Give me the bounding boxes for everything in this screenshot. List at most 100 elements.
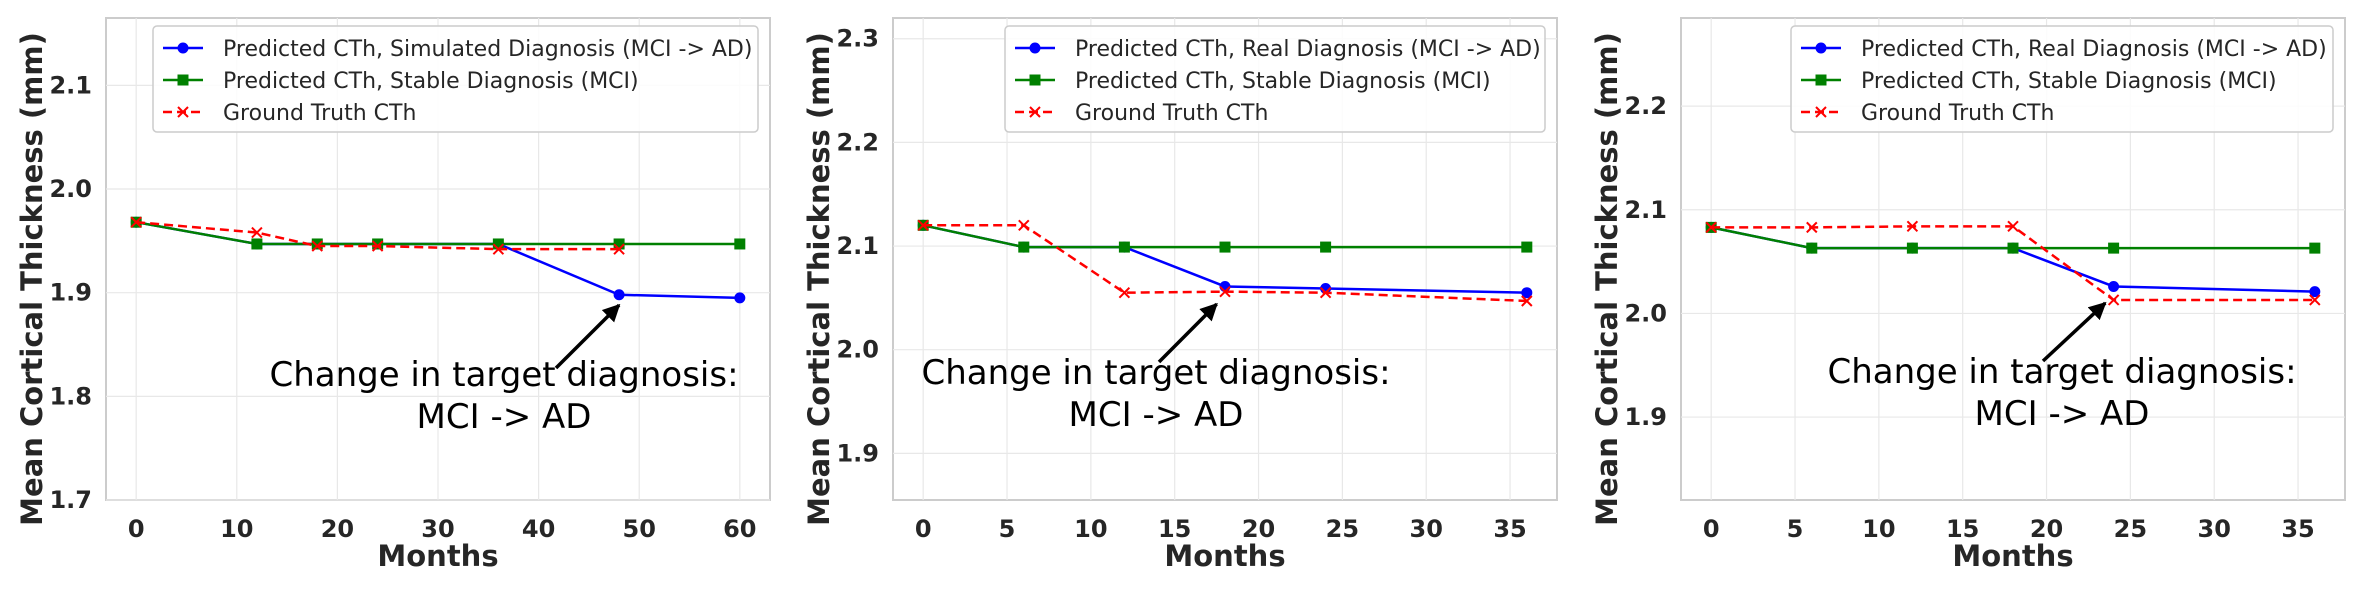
legend-label-predicted-stable: Predicted CTh, Stable Diagnosis (MCI)	[223, 69, 639, 94]
legend-frame	[152, 25, 759, 133]
chart-panel-2: 0 5 10 15 20 25 30 35 1.9 2.0 2.1 2.2 2.3 Months Mean …	[802, 17, 1558, 573]
ground-truth-point	[1521, 295, 1533, 307]
y-tick-label: 1.9	[1624, 403, 1667, 431]
legend-label-predicted-stable: Predicted CTh, Stable Diagnosis (MCI)	[1075, 69, 1491, 94]
predicted-stable-point	[492, 238, 504, 250]
legend-label-predicted-stable: Predicted CTh, Stable Diagnosis (MCI)	[1861, 69, 2277, 94]
y-tick-label: 2.2	[1624, 92, 1667, 120]
x-tick-label: 30	[2198, 515, 2231, 543]
x-axis-label: Months	[1164, 539, 1285, 573]
x-axis-label: Months	[1952, 539, 2073, 573]
ground-truth-point	[130, 216, 142, 228]
annotation-line1: Change in target diagnosis:	[1827, 352, 2296, 392]
x-tick-label: 60	[723, 515, 756, 543]
ground-truth-point	[1906, 220, 1919, 233]
y-axis-label: Mean Cortical Thickness (mm)	[1590, 32, 1624, 526]
series-ground-truth	[1705, 220, 2321, 306]
predicted-diagnosis-point	[1521, 287, 1533, 299]
y-tick-label: 2.0	[49, 175, 92, 203]
x-tick-label: 15	[1946, 515, 1979, 543]
x-tick-label: 5	[1787, 515, 1804, 543]
legend-frame	[1004, 25, 1546, 133]
y-axis-label: Mean Cortical Thickness (mm)	[15, 32, 49, 526]
legend: Predicted CTh, Real Diagnosis (MCI -> AD…	[1004, 25, 1546, 133]
x-tick-label: 35	[2281, 515, 2314, 543]
predicted-stable-point	[1320, 241, 1332, 253]
legend-frame	[1790, 25, 2334, 133]
annotation: Change in target diagnosis:MCI -> AD	[269, 303, 739, 437]
legend: Predicted CTh, Real Diagnosis (MCI -> AD…	[1790, 25, 2334, 133]
x-tick-label: 40	[522, 515, 555, 543]
predicted-stable-point	[2108, 242, 2120, 254]
y-tick-label: 2.1	[49, 71, 92, 99]
predicted-diagnosis-point	[1219, 280, 1231, 292]
y-tick-label: 2.0	[836, 336, 879, 364]
legend-predicted-stable-point	[177, 74, 189, 86]
ground-truth-point	[1806, 221, 1818, 234]
legend-predicted-diagnosis-point	[1029, 42, 1041, 54]
ground-truth-point	[1219, 285, 1231, 298]
legend-predicted-diagnosis-point	[177, 42, 189, 54]
chart-panel-3: 0 5 10 15 20 25 30 35 1.9 2.0 2.1 2.2 Months Mean Cor…	[1590, 17, 2346, 573]
predicted-stable-point	[311, 238, 323, 250]
legend-predicted-diagnosis-point	[1815, 42, 1827, 54]
y-tick-label: 1.9	[836, 439, 879, 467]
y-tick-label: 2.3	[836, 25, 879, 53]
ground-truth-point	[1705, 221, 1717, 234]
x-tick-label: 20	[2030, 515, 2063, 543]
predicted-stable-line	[922, 224, 1527, 249]
annotation-line2: MCI -> AD	[417, 397, 592, 437]
series-ground-truth	[917, 219, 1533, 307]
ground-truth-point	[251, 226, 263, 239]
x-tick-label: 20	[321, 515, 354, 543]
chart-panel-1: 0 10 20 30 40 50 60 1.7 1.8 1.9 2.0 2.1 Months Mean C…	[15, 17, 771, 573]
ground-truth-point	[917, 219, 929, 232]
ground-truth-line	[136, 220, 620, 251]
x-tick-label: 20	[1242, 515, 1275, 543]
legend: Predicted CTh, Simulated Diagnosis (MCI …	[152, 25, 759, 133]
predicted-stable-point	[613, 238, 625, 250]
y-tick-label: 2.1	[1624, 196, 1667, 224]
x-tick-label: 10	[1862, 515, 1895, 543]
annotation-line1: Change in target diagnosis:	[921, 353, 1390, 393]
legend-label-ground-truth: Ground Truth CTh	[223, 101, 416, 126]
predicted-stable-line	[1710, 226, 2315, 250]
ground-truth-point	[2007, 220, 2019, 233]
annotation-line2: MCI -> AD	[1069, 395, 1244, 435]
predicted-stable-point	[1521, 241, 1533, 253]
x-tick-label: 25	[1326, 515, 1359, 543]
ground-truth-point	[2107, 294, 2120, 306]
predicted-stable-point	[1906, 242, 1918, 254]
legend-label-predicted-diagnosis: Predicted CTh, Simulated Diagnosis (MCI …	[223, 37, 752, 62]
predicted-diagnosis-point	[2108, 280, 2120, 292]
predicted-stable-point	[1018, 241, 1030, 253]
annotation-line1: Change in target diagnosis:	[269, 355, 738, 395]
y-tick-label: 1.9	[49, 279, 92, 307]
x-tick-label: 15	[1158, 515, 1191, 543]
annotation-arrow	[2041, 301, 2107, 363]
ground-truth-point	[613, 243, 625, 255]
predicted-stable-point	[372, 238, 384, 250]
legend-label-ground-truth: Ground Truth CTh	[1075, 101, 1268, 126]
legend-ground-truth-point	[1815, 106, 1827, 118]
x-tick-label: 50	[623, 515, 656, 543]
y-axis-label: Mean Cortical Thickness (mm)	[802, 32, 836, 526]
y-tick-label: 2.2	[836, 128, 879, 156]
x-tick-label: 0	[1703, 515, 1720, 543]
legend-label-ground-truth: Ground Truth CTh	[1861, 101, 2054, 126]
legend-label-predicted-diagnosis: Predicted CTh, Real Diagnosis (MCI -> AD…	[1075, 37, 1541, 62]
annotation-arrow	[1157, 302, 1218, 364]
y-tick-label: 2.0	[1624, 299, 1667, 327]
x-tick-label: 10	[1074, 515, 1107, 543]
predicted-diagnosis-point	[734, 292, 746, 304]
x-tick-label: 30	[421, 515, 454, 543]
predicted-diagnosis-point	[2309, 286, 2321, 298]
x-tick-label: 30	[1410, 515, 1443, 543]
ground-truth-point	[311, 240, 323, 252]
legend-label-predicted-diagnosis: Predicted CTh, Real Diagnosis (MCI -> AD…	[1861, 37, 2327, 62]
predicted-diagnosis-point	[613, 289, 625, 301]
predicted-stable-point	[2007, 242, 2019, 254]
predicted-stable-point	[1118, 241, 1130, 253]
annotation: Change in target diagnosis:MCI -> AD	[1827, 301, 2297, 434]
legend-predicted-stable-point	[1029, 74, 1041, 86]
